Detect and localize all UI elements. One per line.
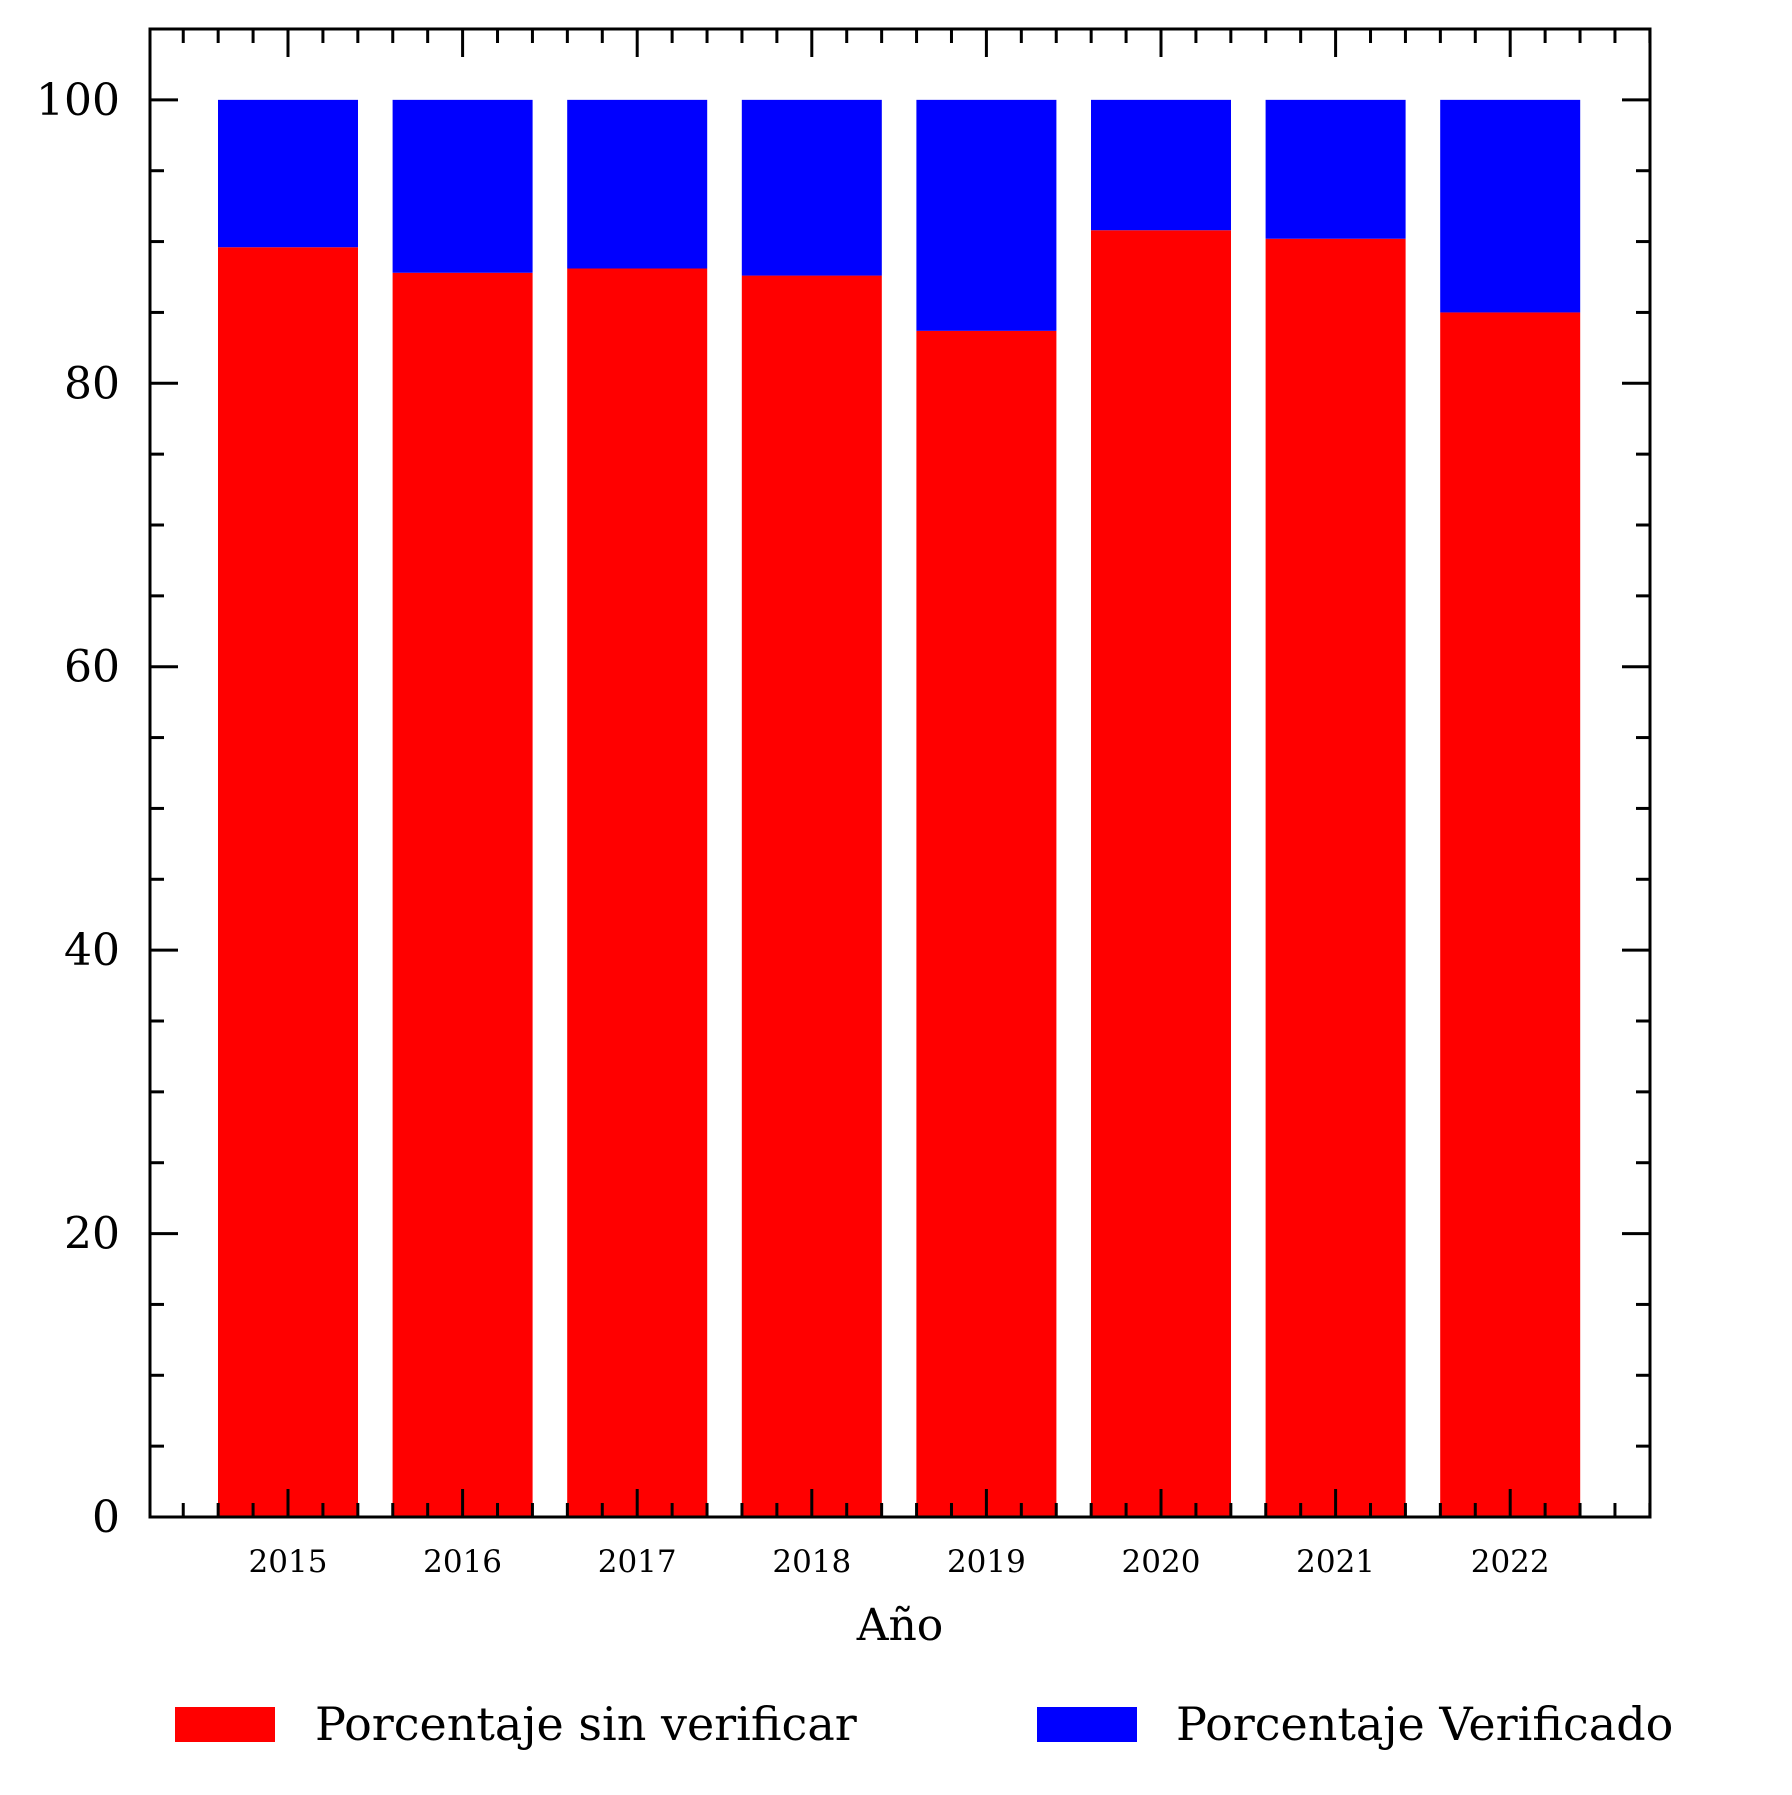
bar-2019-verificado	[916, 99, 1057, 331]
y-tick-label: 100	[36, 75, 120, 126]
legend: Porcentaje sin verificar Porcentaje Verif…	[175, 1697, 1673, 1751]
bar-2019-sin-verificar	[916, 330, 1057, 1517]
x-tick-label: 2018	[772, 1544, 851, 1580]
y-tick-label: 80	[64, 358, 120, 409]
x-tick-label: 2020	[1122, 1544, 1201, 1580]
x-tick-label: 2022	[1471, 1544, 1550, 1580]
bar-2018-verificado	[741, 99, 882, 276]
bar-2018-sin-verificar	[741, 275, 882, 1517]
y-tick-label: 0	[92, 1492, 120, 1543]
bar-2021-verificado	[1265, 99, 1406, 239]
y-tick-label: 20	[64, 1209, 120, 1260]
bar-2022-verificado	[1440, 99, 1581, 313]
x-tick-label: 2017	[598, 1544, 677, 1580]
legend-label-sin-verificar: Porcentaje sin verificar	[315, 1697, 857, 1751]
bar-2020-sin-verificar	[1091, 230, 1231, 1518]
bar-2021-sin-verificar	[1265, 238, 1406, 1517]
plot-frame	[148, 27, 1652, 1519]
y-tick-labels: 0 20 40 60 80 100	[36, 75, 120, 1543]
bar-2016-sin-verificar	[392, 272, 533, 1518]
bar-2017-verificado	[567, 99, 708, 269]
x-axis-label: Año	[856, 1600, 944, 1651]
y-tick-label: 40	[64, 925, 120, 976]
bars-layer	[218, 99, 1581, 1518]
bar-2016-verificado	[392, 99, 533, 273]
legend-swatch-verificado	[1037, 1707, 1137, 1742]
bar-2015-sin-verificar	[218, 247, 358, 1518]
bar-2017-sin-verificar	[567, 268, 708, 1518]
x-tick-labels: 2015 2016 2017 2018 2019 2020 2021 2022	[249, 1544, 1550, 1580]
ticks-layer	[150, 29, 1652, 1519]
bar-2015-verificado	[218, 99, 358, 248]
y-tick-label: 60	[64, 642, 120, 693]
legend-label-verificado: Porcentaje Verificado	[1176, 1697, 1673, 1751]
x-tick-label: 2019	[947, 1544, 1026, 1580]
bar-2022-sin-verificar	[1440, 312, 1581, 1517]
x-tick-label: 2021	[1296, 1544, 1375, 1580]
x-tick-label: 2015	[249, 1544, 328, 1580]
x-tick-label: 2016	[423, 1544, 502, 1580]
legend-swatch-sin-verificar	[175, 1707, 275, 1742]
bar-2020-verificado	[1091, 99, 1231, 231]
